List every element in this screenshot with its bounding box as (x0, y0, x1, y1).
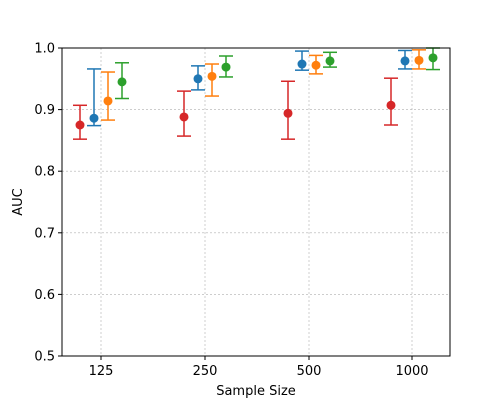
data-point (179, 112, 189, 122)
data-point (325, 56, 335, 66)
plot-frame (61, 47, 451, 357)
data-point (207, 71, 217, 81)
y-tick-label: 0.9 (34, 103, 55, 118)
x-axis-label: Sample Size (216, 384, 296, 399)
y-tick-label: 0.7 (34, 226, 55, 241)
grid-lines (62, 47, 450, 357)
data-point (297, 59, 307, 69)
x-tick-label: 125 (89, 364, 114, 379)
series-group (73, 77, 398, 140)
series-group (115, 47, 440, 100)
x-tick-label: 500 (297, 364, 322, 379)
y-tick-label: 0.5 (34, 350, 55, 365)
x-tick-label: 250 (193, 364, 218, 379)
data-point (428, 53, 438, 63)
y-tick-label: 1.0 (34, 42, 55, 57)
series-group (101, 49, 426, 121)
data-point (75, 120, 85, 130)
data-point (414, 55, 424, 65)
data-point (193, 74, 203, 84)
data-point (386, 100, 396, 110)
y-axis-label: AUC (11, 188, 26, 216)
data-point (400, 56, 410, 66)
data-point (283, 108, 293, 118)
y-axis-ticks: 0.5 0.6 0.7 0.8 0.9 1.0 (34, 42, 62, 365)
data-point (89, 113, 99, 123)
data-point (311, 60, 321, 70)
y-tick-label: 0.6 (34, 288, 55, 303)
series-group (87, 49, 412, 127)
x-axis-ticks: 125 250 500 1000 (89, 356, 429, 379)
y-tick-label: 0.8 (34, 165, 55, 180)
series-layer (73, 47, 440, 140)
data-point (117, 77, 127, 87)
data-point (221, 62, 231, 72)
data-point (103, 96, 113, 106)
x-tick-label: 1000 (395, 364, 428, 379)
